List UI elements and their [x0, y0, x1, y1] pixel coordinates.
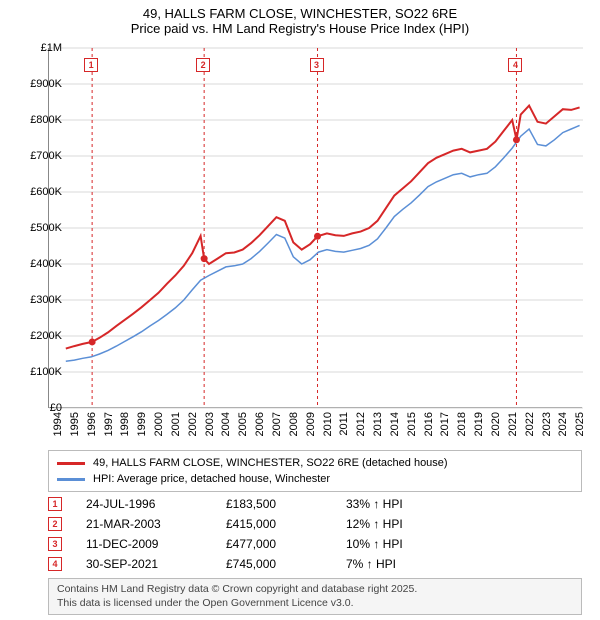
x-axis-label: 2005 [237, 412, 249, 436]
legend-row: 49, HALLS FARM CLOSE, WINCHESTER, SO22 6… [57, 455, 573, 471]
x-axis-label: 2017 [439, 412, 451, 436]
x-axis-label: 2025 [574, 412, 586, 436]
y-axis-label: £500K [30, 222, 62, 234]
x-axis-label: 2020 [490, 412, 502, 436]
x-axis-label: 2002 [187, 412, 199, 436]
sale-pct-vs-hpi: 12% ↑ HPI [346, 517, 466, 531]
sale-point [513, 136, 520, 143]
x-axis-label: 2010 [322, 412, 334, 436]
chart-svg [49, 48, 583, 408]
legend-swatch [57, 462, 85, 465]
x-axis-label: 1999 [136, 412, 148, 436]
chart-container: 49, HALLS FARM CLOSE, WINCHESTER, SO22 6… [0, 0, 600, 620]
chart-marker: 4 [508, 58, 522, 72]
y-axis-label: £400K [30, 258, 62, 270]
sale-marker-num: 3 [48, 537, 62, 551]
legend-swatch [57, 478, 85, 481]
x-axis-label: 2007 [271, 412, 283, 436]
y-axis-label: £200K [30, 330, 62, 342]
x-axis-label: 1996 [86, 412, 98, 436]
legend-box: 49, HALLS FARM CLOSE, WINCHESTER, SO22 6… [48, 450, 582, 492]
title-block: 49, HALLS FARM CLOSE, WINCHESTER, SO22 6… [0, 0, 600, 36]
x-axis-label: 2003 [204, 412, 216, 436]
x-axis-label: 2004 [220, 412, 232, 436]
sale-price: £477,000 [226, 537, 346, 551]
sale-point [89, 338, 96, 345]
series-line [66, 125, 580, 361]
x-axis-label: 1994 [52, 412, 64, 436]
sale-row: 2 21-MAR-2003£415,00012% ↑ HPI [48, 514, 582, 534]
sale-point [314, 233, 321, 240]
sale-marker-num: 2 [48, 517, 62, 531]
x-axis-label: 2022 [524, 412, 536, 436]
title-line-2: Price paid vs. HM Land Registry's House … [0, 21, 600, 36]
sale-point [201, 255, 208, 262]
x-axis-label: 2018 [456, 412, 468, 436]
sale-pct-vs-hpi: 33% ↑ HPI [346, 497, 466, 511]
sale-price: £183,500 [226, 497, 346, 511]
y-axis-label: £100K [30, 366, 62, 378]
x-axis-label: 2021 [507, 412, 519, 436]
chart-plot-area [48, 48, 582, 408]
x-axis-label: 2013 [372, 412, 384, 436]
x-axis-label: 2015 [406, 412, 418, 436]
sale-date: 30-SEP-2021 [86, 557, 226, 571]
x-axis-label: 2019 [473, 412, 485, 436]
sale-marker-num: 4 [48, 557, 62, 571]
sale-pct-vs-hpi: 10% ↑ HPI [346, 537, 466, 551]
chart-marker: 2 [196, 58, 210, 72]
x-axis-label: 1995 [69, 412, 81, 436]
y-axis-label: £300K [30, 294, 62, 306]
legend-label: 49, HALLS FARM CLOSE, WINCHESTER, SO22 6… [93, 457, 448, 469]
legend-label: HPI: Average price, detached house, Winc… [93, 473, 330, 485]
y-axis-label: £700K [30, 150, 62, 162]
title-line-1: 49, HALLS FARM CLOSE, WINCHESTER, SO22 6… [0, 6, 600, 21]
x-axis-label: 2023 [541, 412, 553, 436]
chart-marker: 1 [84, 58, 98, 72]
x-axis-label: 2011 [338, 412, 350, 436]
sale-price: £415,000 [226, 517, 346, 531]
x-axis-label: 1997 [103, 412, 115, 436]
sale-date: 11-DEC-2009 [86, 537, 226, 551]
footer-attribution: Contains HM Land Registry data © Crown c… [48, 578, 582, 615]
y-axis-label: £900K [30, 78, 62, 90]
footer-line-2: This data is licensed under the Open Gov… [57, 597, 573, 611]
x-axis-label: 2009 [305, 412, 317, 436]
x-axis-label: 2006 [254, 412, 266, 436]
x-axis-label: 2012 [355, 412, 367, 436]
x-axis-label: 2016 [423, 412, 435, 436]
sale-price: £745,000 [226, 557, 346, 571]
sale-date: 21-MAR-2003 [86, 517, 226, 531]
x-axis-label: 2014 [389, 412, 401, 436]
chart-marker: 3 [310, 58, 324, 72]
x-axis-label: 2008 [288, 412, 300, 436]
x-axis-label: 2000 [153, 412, 165, 436]
sale-row: 4 30-SEP-2021£745,0007% ↑ HPI [48, 554, 582, 574]
sale-row: 3 11-DEC-2009£477,00010% ↑ HPI [48, 534, 582, 554]
series-line [66, 106, 580, 349]
x-axis-label: 2001 [170, 412, 182, 436]
x-axis-label: 2024 [557, 412, 569, 436]
sale-marker-num: 1 [48, 497, 62, 511]
y-axis-label: £1M [41, 42, 62, 54]
sale-pct-vs-hpi: 7% ↑ HPI [346, 557, 466, 571]
y-axis-label: £600K [30, 186, 62, 198]
sales-table: 1 24-JUL-1996£183,50033% ↑ HPI 2 21-MAR-200… [48, 494, 582, 574]
legend-row: HPI: Average price, detached house, Winc… [57, 471, 573, 487]
y-axis-label: £800K [30, 114, 62, 126]
sale-date: 24-JUL-1996 [86, 497, 226, 511]
x-axis-label: 1998 [119, 412, 131, 436]
footer-line-1: Contains HM Land Registry data © Crown c… [57, 583, 573, 597]
sale-row: 1 24-JUL-1996£183,50033% ↑ HPI [48, 494, 582, 514]
